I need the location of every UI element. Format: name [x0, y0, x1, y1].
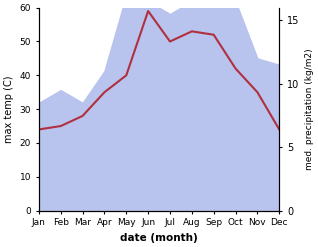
X-axis label: date (month): date (month) — [120, 233, 198, 243]
Y-axis label: med. precipitation (kg/m2): med. precipitation (kg/m2) — [305, 48, 314, 170]
Y-axis label: max temp (C): max temp (C) — [4, 75, 14, 143]
